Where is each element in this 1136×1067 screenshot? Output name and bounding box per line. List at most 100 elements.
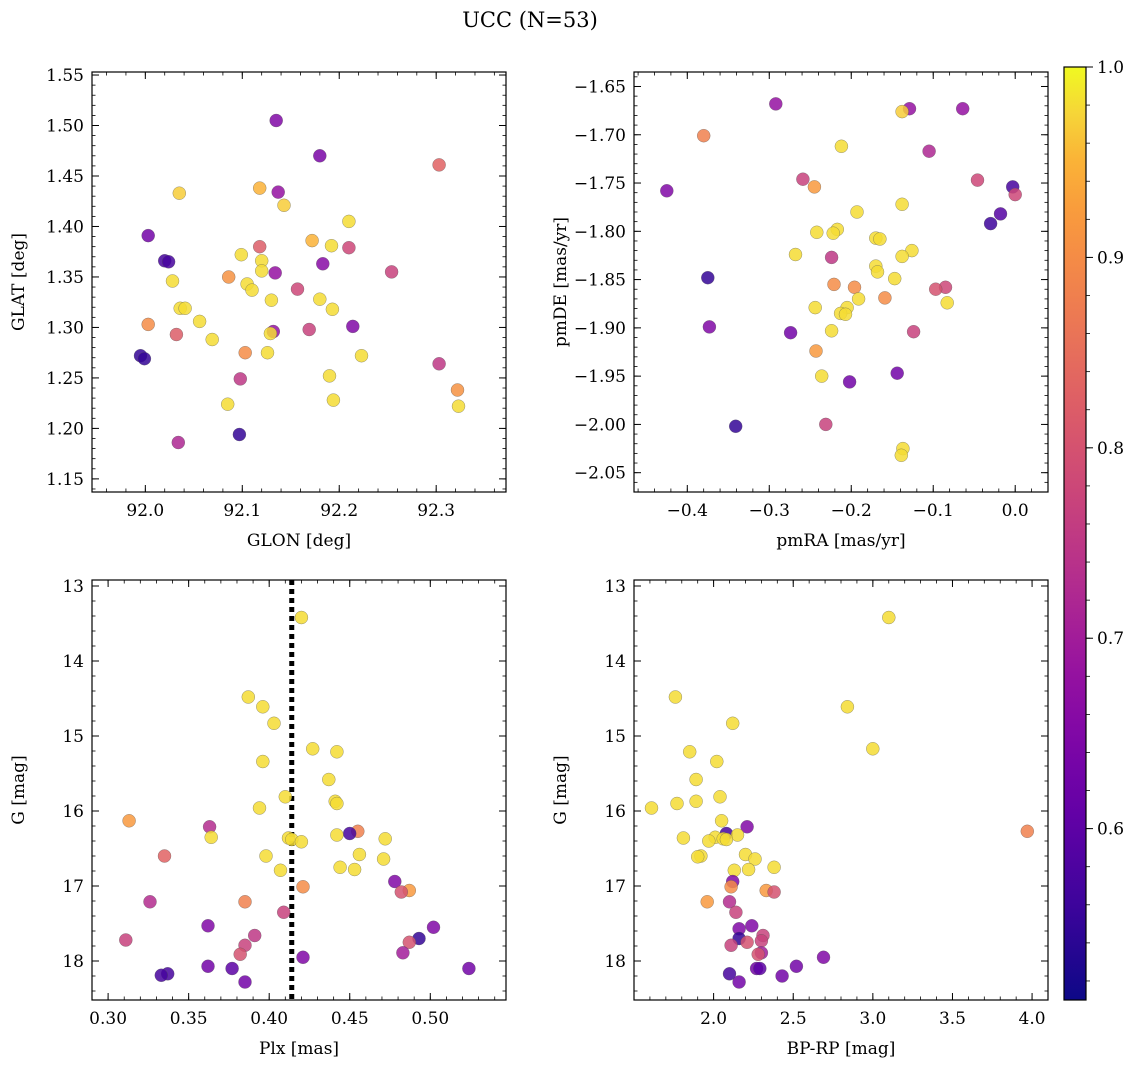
data-point: [644, 801, 659, 815]
data-point: [277, 198, 291, 213]
data-point: [745, 919, 759, 933]
panels: 92.0 92.1 92.2 92.3 1.15 1.20 1.25 1.30 1.35 1.40…: [9, 66, 1049, 1059]
data-point: [233, 947, 247, 962]
colorbar-tick-label: 0.7: [1097, 629, 1124, 649]
y-tick-label: 1.25: [46, 369, 84, 389]
data-point: [296, 880, 310, 894]
data-point: [137, 351, 152, 366]
x-tick-label: 0.35: [170, 1009, 208, 1029]
data-point: [247, 928, 262, 943]
data-point: [754, 934, 769, 948]
data-point: [259, 849, 273, 863]
x-axis-label: pmRA [mas/yr]: [776, 531, 905, 551]
data-point: [807, 180, 822, 194]
data-point: [850, 205, 864, 219]
y-tick-label: 1.45: [46, 167, 84, 187]
data-point: [245, 283, 259, 297]
data-point: [796, 172, 810, 186]
data-point: [740, 820, 754, 834]
data-point: [824, 250, 839, 265]
data-point: [269, 113, 283, 128]
y-tick-label: 17: [604, 877, 626, 897]
x-tick-label: −0.1: [913, 501, 954, 521]
data-point: [970, 173, 985, 187]
y-tick-label: 13: [62, 577, 84, 597]
data-point: [172, 186, 187, 200]
y-tick-label: −1.90: [574, 319, 626, 339]
y-tick-label: −2.00: [574, 415, 626, 435]
data-point: [729, 905, 743, 920]
data-point: [342, 826, 357, 841]
y-tick-label: −1.70: [574, 126, 626, 146]
data-point: [252, 801, 267, 815]
x-axis-label: GLON [deg]: [247, 531, 351, 551]
data-point: [313, 149, 327, 163]
data-point: [816, 950, 831, 965]
x-tick-label: 0.30: [89, 1009, 127, 1029]
data-point: [689, 794, 703, 809]
data-point: [827, 277, 841, 292]
data-point: [161, 255, 176, 269]
colorbar: 0.6 0.7 0.8 0.9 1.0: [1063, 58, 1124, 1001]
x-tick-label: 4.0: [1019, 1009, 1046, 1029]
data-point: [322, 369, 337, 383]
data-point: [394, 885, 409, 899]
data-point: [895, 249, 909, 264]
y-tick-label: −2.05: [574, 464, 626, 484]
data-point: [271, 185, 285, 199]
data-point: [714, 814, 729, 828]
data-point: [426, 920, 441, 935]
data-point: [724, 880, 738, 894]
data-point: [834, 139, 849, 154]
data-point: [252, 181, 267, 195]
data-point: [724, 938, 738, 953]
data-point: [676, 831, 691, 845]
data-point: [205, 332, 219, 347]
data-point: [234, 247, 249, 262]
data-point: [330, 828, 344, 842]
y-tick-label: 17: [62, 877, 84, 897]
data-point: [847, 280, 862, 295]
data-point: [689, 772, 703, 787]
axes-frame: [633, 71, 1049, 493]
data-point: [842, 375, 857, 389]
data-point: [701, 270, 715, 285]
data-point: [352, 847, 367, 862]
plot-area: [133, 113, 466, 450]
panel-color-mag: 2.0 2.5 3.0 3.5 4.0 13 14 15 16 17 18 BP-RP [mag] G …: [551, 577, 1049, 1059]
data-point: [895, 197, 909, 212]
data-point: [305, 233, 319, 248]
y-tick-label: 18: [604, 952, 626, 972]
data-point: [263, 326, 278, 341]
data-point: [256, 754, 270, 769]
data-point: [402, 935, 417, 950]
data-point: [165, 274, 180, 288]
x-tick-label: 92.2: [320, 501, 358, 521]
y-axis-label: pmDE [mas/yr]: [551, 217, 571, 347]
data-point: [376, 852, 391, 866]
data-point: [922, 144, 936, 158]
data-point: [788, 247, 803, 262]
data-point: [157, 849, 172, 863]
data-point: [870, 265, 885, 279]
data-point: [432, 158, 446, 172]
data-point: [895, 104, 909, 119]
data-point: [220, 397, 235, 411]
x-axis-label: Plx [mas]: [259, 1039, 339, 1059]
data-point: [725, 716, 740, 731]
data-point: [696, 128, 711, 143]
x-tick-label: 3.0: [859, 1009, 886, 1029]
data-point: [302, 322, 316, 337]
data-point: [204, 830, 218, 845]
data-point: [221, 270, 236, 284]
data-point: [154, 968, 169, 983]
x-tick-label: 92.1: [223, 501, 261, 521]
y-tick-label: −1.75: [574, 174, 626, 194]
data-point: [753, 961, 767, 976]
colorbar-tick-label: 1.0: [1097, 58, 1124, 78]
data-point: [278, 790, 293, 804]
y-tick-label: −1.80: [574, 222, 626, 242]
data-point: [670, 796, 684, 811]
data-point: [702, 834, 716, 848]
